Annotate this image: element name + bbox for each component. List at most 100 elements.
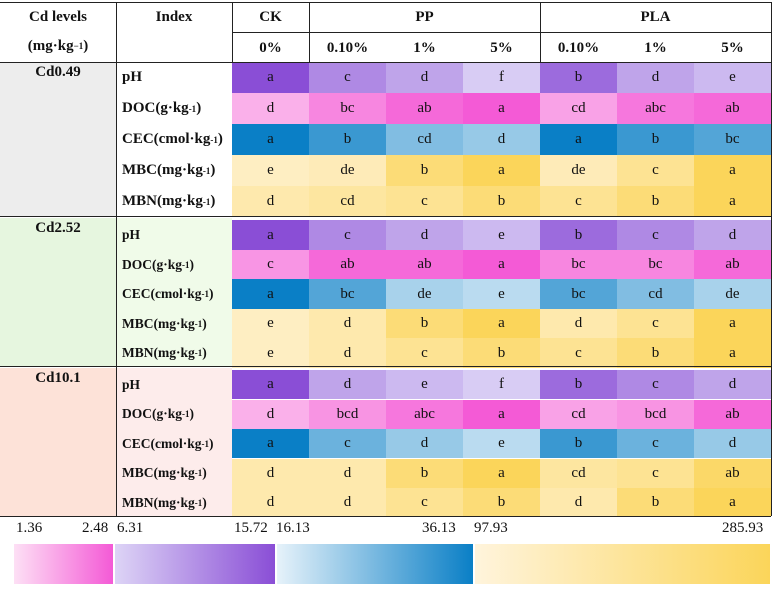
index-column-bg: [116, 62, 232, 216]
significance-cell: c: [386, 186, 463, 217]
significance-cell: bc: [309, 279, 386, 310]
significance-cell: e: [694, 62, 771, 93]
index-label: CEC (cmol·kg -1): [122, 286, 214, 302]
index-unit-close: ): [202, 494, 207, 510]
index-name: MBC: [122, 465, 154, 481]
header-cd-levels: Cd levels: [29, 8, 87, 25]
index-label: DOC (g·kg -1): [122, 100, 202, 116]
significance-cell: a: [540, 124, 617, 155]
header-cd-levels-unit: (mg·kg −1): [27, 37, 89, 54]
index-unit: (cmol·kg: [150, 286, 202, 302]
significance-cell: ab: [694, 399, 771, 429]
significance-cell: bcd: [617, 399, 694, 429]
index-name: DOC: [122, 256, 152, 272]
significance-cell: f: [463, 370, 540, 399]
significance-cell: d: [309, 308, 386, 339]
significance-cell: a: [232, 220, 309, 250]
index-label: pH: [116, 220, 232, 250]
significance-cell: a: [694, 155, 771, 186]
scale-label: 6.31: [117, 520, 144, 536]
significance-cell: c: [617, 370, 694, 399]
significance-cell: d: [232, 488, 309, 518]
index-column-bg: [116, 218, 232, 366]
significance-cell: b: [309, 124, 386, 155]
significance-cell: d: [232, 186, 309, 217]
significance-cell: c: [309, 220, 386, 250]
cd-level-label: Cd2.52: [0, 218, 116, 366]
index-name: MBC: [122, 315, 154, 331]
significance-cell: d: [617, 62, 694, 93]
index-unit: (g·kg: [155, 100, 189, 116]
significance-cell: d: [309, 458, 386, 488]
index-unit-close: ): [189, 406, 195, 422]
significance-cell: d: [232, 399, 309, 429]
index-unit-close: ): [209, 286, 214, 302]
significance-cell: a: [694, 186, 771, 217]
significance-cell: d: [309, 370, 386, 399]
index-label: CEC (cmol·kg -1): [122, 435, 214, 451]
index-name: pH: [122, 376, 141, 392]
significance-cell: c: [617, 220, 694, 250]
significance-cell: d: [694, 370, 771, 399]
significance-cell: c: [386, 338, 463, 369]
scale-label-min: 1.36: [16, 520, 43, 536]
index-unit-close: ): [189, 256, 195, 272]
significance-cell: a: [232, 279, 309, 310]
comparison-table: Cd levels (mg·kg −1) Index CK PP PLA 0% 0.10% 1% 5…: [0, 2, 772, 518]
scale-label: 97.93: [474, 520, 508, 536]
rule-header-group: [232, 32, 771, 33]
rule-v-ck: [232, 2, 233, 62]
significance-cell: e: [386, 370, 463, 399]
index-label: MBN (mg·kg -1): [122, 345, 207, 361]
rule-header-bottom: [0, 62, 771, 63]
significance-cell: d: [694, 429, 771, 459]
header-concentration: 1%: [413, 39, 436, 56]
significance-cell: c: [540, 186, 617, 217]
significance-cell: a: [232, 370, 309, 399]
significance-cell: b: [386, 308, 463, 339]
significance-cell: c: [309, 62, 386, 93]
significance-cell: bc: [540, 249, 617, 280]
scale-label: 36.13: [422, 520, 456, 536]
index-name: DOC: [122, 100, 156, 116]
significance-cell: d: [386, 62, 463, 93]
rule-v-index: [116, 2, 117, 516]
significance-cell: cd: [540, 458, 617, 488]
significance-cell: b: [540, 62, 617, 93]
rule-v-pp: [309, 2, 310, 62]
significance-cell: ab: [694, 458, 771, 488]
significance-cell: d: [232, 458, 309, 488]
scale-label: 16.13: [276, 520, 310, 536]
significance-cell: a: [694, 308, 771, 339]
significance-cell: d: [463, 124, 540, 155]
rule-top: [0, 2, 771, 3]
significance-cell: b: [540, 220, 617, 250]
index-unit: (mg·kg: [157, 193, 203, 209]
unit-text: (mg·kg: [27, 37, 74, 54]
index-name: MBC: [122, 162, 157, 178]
index-label: MBN (mg·kg -1): [122, 494, 207, 510]
scale-bar-cec: [277, 544, 473, 584]
index-unit: (mg·kg: [153, 465, 195, 481]
significance-cell: b: [617, 124, 694, 155]
significance-cell: c: [617, 458, 694, 488]
index-name: CEC: [122, 435, 151, 451]
significance-cell: ab: [309, 249, 386, 280]
significance-cell: ab: [386, 249, 463, 280]
index-label: MBC (mg·kg -1): [122, 465, 207, 481]
significance-cell: c: [617, 308, 694, 339]
index-column-bg: [116, 368, 232, 516]
scale-bar-mbc-mbn: [475, 544, 770, 584]
significance-cell: b: [617, 186, 694, 217]
scale-bar-ph: [115, 544, 275, 584]
header-concentration: 5%: [721, 39, 744, 56]
rule-block-2: [0, 366, 771, 367]
header-concentration: 1%: [644, 39, 667, 56]
significance-cell: ab: [694, 249, 771, 280]
significance-cell: b: [463, 186, 540, 217]
significance-cell: d: [309, 338, 386, 369]
significance-cell: b: [463, 488, 540, 518]
header-concentration: 0.10%: [557, 39, 600, 56]
index-unit: (mg·kg: [153, 315, 195, 331]
significance-cell: d: [386, 220, 463, 250]
